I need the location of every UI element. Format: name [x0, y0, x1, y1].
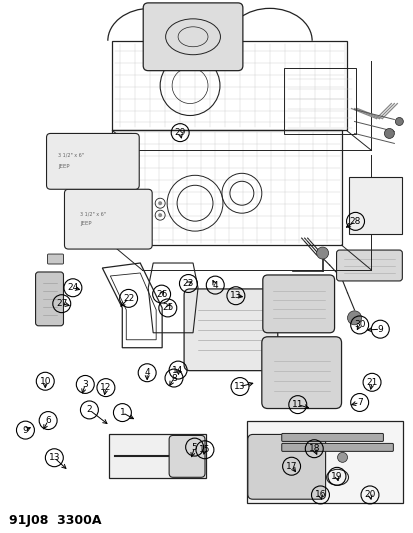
- Text: 13: 13: [234, 382, 245, 391]
- FancyBboxPatch shape: [247, 434, 325, 499]
- Text: 3 1/2" x 6": 3 1/2" x 6": [58, 152, 84, 157]
- Text: 29: 29: [174, 128, 185, 137]
- Text: 22: 22: [123, 294, 134, 303]
- Text: 18: 18: [308, 444, 319, 453]
- Text: 15: 15: [199, 445, 210, 454]
- Text: 24: 24: [67, 283, 78, 292]
- FancyBboxPatch shape: [348, 177, 401, 234]
- FancyBboxPatch shape: [46, 133, 139, 189]
- FancyBboxPatch shape: [143, 3, 242, 71]
- FancyBboxPatch shape: [262, 275, 334, 333]
- Text: 11: 11: [291, 400, 303, 409]
- Text: 9: 9: [377, 325, 382, 334]
- Text: 19: 19: [330, 472, 342, 481]
- Text: 3 1/2" x 6": 3 1/2" x 6": [80, 211, 106, 216]
- Text: 23: 23: [182, 279, 194, 288]
- Text: 91J08  3300A: 91J08 3300A: [9, 514, 101, 527]
- Text: JEEP: JEEP: [80, 221, 92, 226]
- Text: 30: 30: [353, 320, 365, 329]
- Text: 17: 17: [285, 462, 297, 471]
- Bar: [112, 41, 346, 131]
- Text: 16: 16: [314, 490, 325, 499]
- Text: 4: 4: [144, 368, 150, 377]
- Text: 12: 12: [100, 383, 112, 392]
- Text: 25: 25: [162, 303, 173, 312]
- Text: 2: 2: [86, 406, 92, 415]
- FancyBboxPatch shape: [261, 337, 341, 408]
- Text: 10: 10: [39, 377, 51, 386]
- FancyBboxPatch shape: [281, 433, 382, 441]
- Text: 27: 27: [56, 299, 67, 308]
- Text: 26: 26: [156, 289, 167, 298]
- Circle shape: [347, 311, 361, 325]
- FancyBboxPatch shape: [109, 434, 206, 478]
- Text: 5: 5: [191, 442, 197, 451]
- Circle shape: [316, 247, 328, 259]
- Text: 13: 13: [230, 291, 241, 300]
- FancyBboxPatch shape: [47, 254, 63, 264]
- FancyBboxPatch shape: [36, 272, 63, 326]
- Text: 20: 20: [363, 490, 375, 499]
- Text: JEEP: JEEP: [58, 164, 70, 169]
- FancyBboxPatch shape: [64, 189, 152, 249]
- Text: 4: 4: [212, 280, 218, 289]
- Text: 28: 28: [349, 217, 361, 226]
- FancyBboxPatch shape: [281, 443, 392, 451]
- Text: 7: 7: [356, 398, 362, 407]
- FancyBboxPatch shape: [246, 422, 402, 503]
- Bar: [112, 131, 341, 245]
- Circle shape: [158, 201, 162, 205]
- Circle shape: [394, 117, 402, 125]
- FancyBboxPatch shape: [184, 289, 277, 370]
- Text: 21: 21: [366, 378, 377, 387]
- Text: 8: 8: [171, 374, 176, 383]
- Text: 13: 13: [48, 453, 60, 462]
- Circle shape: [384, 128, 394, 139]
- Text: 1: 1: [119, 408, 125, 417]
- Text: 9: 9: [23, 426, 28, 434]
- Circle shape: [337, 453, 347, 462]
- Circle shape: [158, 213, 162, 217]
- Text: 6: 6: [45, 416, 51, 425]
- Text: 3: 3: [82, 380, 88, 389]
- FancyBboxPatch shape: [169, 435, 204, 477]
- FancyBboxPatch shape: [336, 250, 401, 281]
- Text: 14: 14: [172, 366, 183, 375]
